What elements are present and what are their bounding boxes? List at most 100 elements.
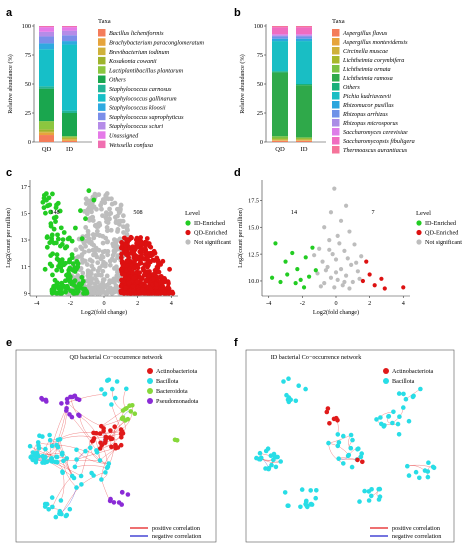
- legend-swatch: [98, 84, 106, 93]
- volcano-plot-d: 10.0 12.5 15.0 17.5 -4 -2 0 2 4 Log2(fold change)…: [237, 180, 462, 316]
- point-not-significant: [332, 285, 337, 290]
- point-id-enriched: [79, 275, 85, 280]
- count-id-enriched: 14: [291, 209, 297, 216]
- point-qd-enriched: [128, 234, 134, 240]
- network-node: [174, 438, 180, 443]
- point-not-significant: [92, 281, 98, 287]
- network-node: [104, 465, 110, 471]
- point-id-enriched: [49, 232, 55, 238]
- legend-label: Actinobacteriota: [156, 368, 197, 375]
- point-not-significant: [116, 218, 122, 224]
- network-node: [110, 386, 115, 392]
- point-id-enriched: [313, 268, 318, 273]
- point-not-significant: [120, 218, 126, 224]
- point-not-significant: [312, 253, 317, 258]
- point-id-enriched: [48, 221, 54, 227]
- legend-swatch: [332, 38, 340, 46]
- legend-title: Taxa: [98, 18, 111, 25]
- point-id-enriched: [91, 197, 97, 203]
- bar-segment: [39, 36, 54, 44]
- bar-segment: [296, 36, 312, 39]
- bar-segment: [62, 140, 77, 142]
- point-not-significant: [337, 241, 342, 246]
- point-not-significant: [343, 203, 349, 208]
- y-tick-label: 17: [21, 184, 27, 191]
- point-not-significant: [104, 228, 110, 234]
- network-node: [406, 418, 412, 424]
- y-axis-title: Log2(count per million): [237, 208, 244, 268]
- point-id-enriched: [285, 272, 290, 277]
- legend-label: Staphylococcus saprophyticus: [109, 114, 184, 121]
- point-not-significant: [318, 284, 323, 289]
- x-tick-label: QD: [42, 146, 52, 153]
- legend-swatch: [332, 74, 340, 82]
- network-node: [54, 454, 60, 460]
- panel-label-d: d: [234, 167, 241, 179]
- point-not-significant: [80, 258, 86, 264]
- legend-label: Rhizopus microsporus: [342, 120, 399, 127]
- legend-swatch: [98, 56, 106, 65]
- legend-swatch: [332, 146, 340, 154]
- point-not-significant: [327, 247, 332, 252]
- network-node: [269, 462, 274, 468]
- network-node: [271, 451, 277, 457]
- network-node: [109, 444, 114, 450]
- network-node: [293, 398, 299, 404]
- point-qd-enriched: [132, 259, 137, 265]
- point-not-significant: [345, 256, 350, 261]
- network-node: [103, 439, 108, 444]
- network-node: [50, 504, 55, 510]
- x-tick-label: -4: [34, 300, 39, 307]
- x-tick-label: 0: [102, 300, 105, 307]
- network-node: [72, 464, 78, 470]
- network-node: [27, 443, 33, 449]
- point-not-significant: [94, 228, 100, 234]
- point-qd-enriched: [134, 279, 140, 285]
- edge-legend-label: negative correlation: [152, 533, 201, 540]
- y-tick-label: 25: [25, 110, 31, 117]
- point-qd-enriched: [142, 256, 147, 262]
- network-node: [71, 475, 77, 481]
- legend-swatch: [332, 47, 340, 55]
- point-not-significant: [87, 257, 93, 263]
- legend-label: Not significant: [194, 239, 231, 246]
- bar-segment: [272, 139, 288, 141]
- point-not-significant: [91, 242, 97, 248]
- point-qd-enriched: [382, 286, 387, 291]
- point-id-enriched: [80, 286, 86, 292]
- network-node: [303, 386, 308, 392]
- network-node: [426, 460, 431, 466]
- point-not-significant: [89, 263, 95, 269]
- point-not-significant: [332, 186, 337, 191]
- point-qd-enriched: [137, 270, 143, 276]
- network-node: [355, 457, 360, 463]
- network-node: [263, 466, 268, 471]
- positive-edge: [56, 444, 86, 452]
- point-qd-enriched: [135, 240, 141, 246]
- legend-label: Staphylococcus kloosii: [109, 105, 166, 112]
- point-qd-enriched: [130, 283, 136, 289]
- network-node: [285, 503, 291, 509]
- network-node: [99, 442, 105, 448]
- network-node: [107, 435, 113, 440]
- point-id-enriched: [58, 243, 63, 249]
- point-qd-enriched: [120, 262, 126, 268]
- point-qd-enriched: [156, 261, 161, 267]
- x-tick-label: 0: [334, 300, 337, 307]
- legend-dot: [185, 239, 191, 245]
- point-id-enriched: [47, 261, 53, 267]
- bar-segment: [62, 44, 77, 111]
- point-id-enriched: [290, 250, 295, 256]
- network-node: [47, 432, 52, 438]
- positive-edge: [67, 402, 102, 427]
- network-node: [401, 391, 406, 397]
- positive-edge: [67, 394, 105, 403]
- point-not-significant: [323, 268, 329, 273]
- point-not-significant: [330, 252, 335, 257]
- point-not-significant: [328, 275, 334, 280]
- point-id-enriched: [48, 253, 54, 258]
- bar-segment: [296, 85, 312, 138]
- bar-segment: [62, 138, 77, 140]
- point-not-significant: [107, 278, 113, 284]
- network-node: [349, 464, 355, 470]
